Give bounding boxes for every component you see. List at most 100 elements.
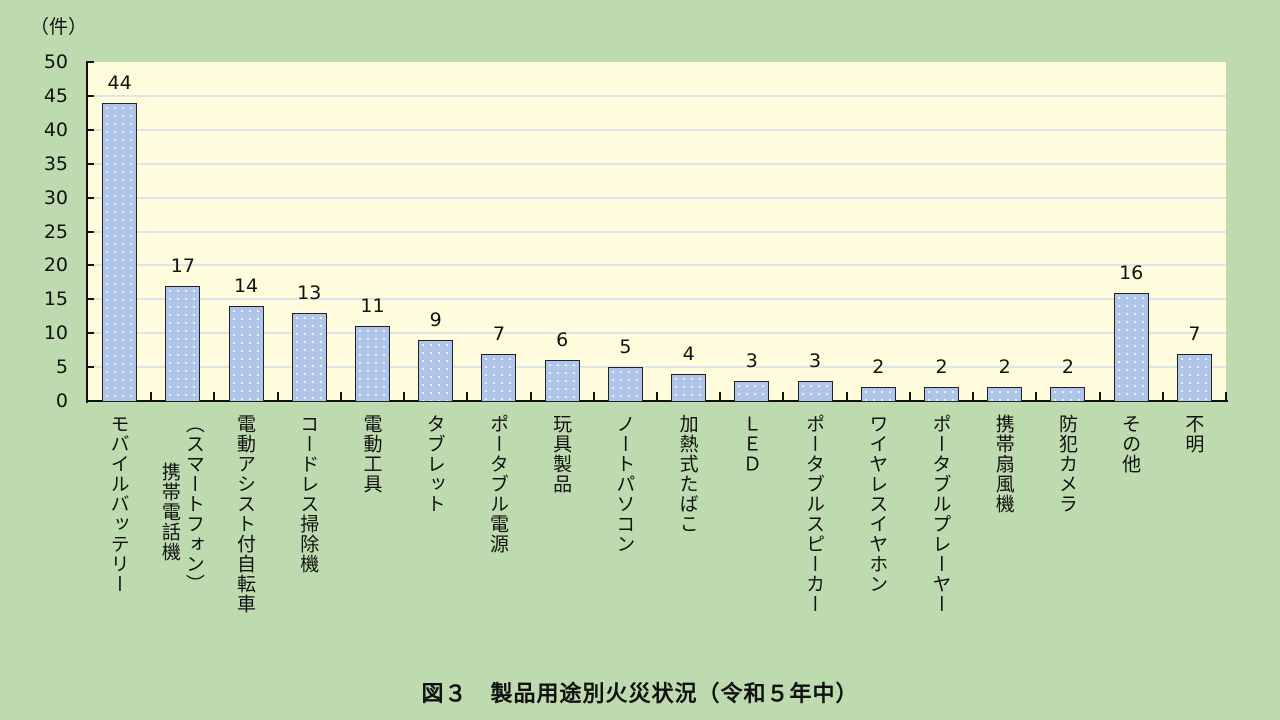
- bar-value-label: 14: [233, 275, 259, 298]
- bar-value-label: 2: [872, 356, 885, 379]
- category-label: 不明: [1182, 414, 1205, 454]
- y-tick-label: 5: [55, 356, 68, 379]
- y-axis-unit-label: （件）: [30, 16, 88, 38]
- y-tick-label: 40: [43, 118, 68, 141]
- x-tick: [592, 392, 595, 400]
- plot-area: [88, 62, 1226, 401]
- x-tick: [466, 392, 469, 400]
- gridline: [88, 298, 1226, 301]
- bar-value-label: 2: [1061, 356, 1074, 379]
- bar: [544, 360, 580, 402]
- y-tick: [86, 162, 94, 165]
- category-label: ワイヤレスイヤホン: [866, 414, 889, 594]
- category-label: タブレット: [423, 414, 446, 514]
- category-label: 電動アシスト付自転車: [234, 414, 257, 614]
- y-tick-label: 45: [43, 84, 68, 107]
- category-label: 携帯電話機: [158, 462, 181, 562]
- y-tick-label: 25: [43, 220, 68, 243]
- bar-value-label: 7: [1188, 322, 1201, 345]
- gridline: [88, 230, 1226, 233]
- bar: [987, 387, 1023, 402]
- y-tick: [86, 196, 94, 199]
- category-label: 防犯カメラ: [1055, 414, 1078, 514]
- y-tick-label: 20: [43, 254, 68, 277]
- gridline: [88, 94, 1226, 97]
- category-label: （スマートフォン）: [182, 414, 205, 594]
- y-tick: [86, 61, 94, 63]
- category-label: ポータブル電源: [486, 414, 509, 554]
- bar-value-label: 4: [682, 342, 695, 365]
- x-tick: [719, 392, 722, 400]
- category-label: 玩具製品: [550, 414, 573, 494]
- x-tick: [1035, 392, 1038, 400]
- bar-value-label: 5: [619, 336, 632, 359]
- bar-value-label: 2: [998, 356, 1011, 379]
- y-tick: [86, 366, 94, 369]
- bar-value-label: 9: [429, 308, 442, 331]
- y-tick: [86, 264, 94, 267]
- bar: [607, 367, 643, 402]
- bar-value-label: 13: [297, 281, 322, 304]
- x-tick: [403, 392, 406, 400]
- category-label: 電動工具: [360, 414, 383, 494]
- category-label: ポータブルプレーヤー: [929, 414, 952, 614]
- bar-value-label: 17: [170, 254, 195, 277]
- y-tick: [86, 128, 94, 131]
- category-label: ＬＥＤ: [739, 414, 762, 474]
- x-tick: [656, 392, 658, 400]
- bar: [1176, 353, 1212, 402]
- category-label: その他: [1119, 414, 1142, 474]
- gridline: [88, 196, 1226, 199]
- bar: [671, 373, 707, 402]
- y-tick-label: 35: [43, 152, 68, 175]
- category-label: コードレス掃除機: [297, 414, 320, 574]
- y-tick-label: 15: [43, 288, 68, 311]
- x-tick: [1225, 392, 1227, 400]
- x-axis-line: [86, 400, 1228, 402]
- chart-title: 図３ 製品用途別火災状況（令和５年中）: [421, 682, 859, 707]
- bar: [1113, 292, 1149, 402]
- bar: [228, 306, 264, 402]
- bar-value-label: 16: [1119, 261, 1144, 284]
- bar: [291, 312, 327, 402]
- bar: [481, 353, 517, 402]
- gridline: [88, 128, 1226, 131]
- category-label: 携帯扇風機: [992, 414, 1015, 514]
- bar: [860, 387, 896, 402]
- bar: [734, 380, 770, 402]
- gridline: [88, 162, 1226, 165]
- bar-value-label: 6: [556, 329, 569, 352]
- x-tick: [908, 392, 911, 400]
- bar: [924, 387, 959, 402]
- bar-value-label: 3: [745, 349, 758, 372]
- bar-value-label: 44: [107, 71, 132, 94]
- gridline: [88, 366, 1226, 369]
- bar-value-label: 7: [492, 322, 505, 345]
- category-label: 加熱式たばこ: [676, 414, 699, 534]
- x-tick: [845, 392, 848, 400]
- y-axis-line: [86, 62, 88, 403]
- y-tick-label: 50: [43, 51, 68, 73]
- y-tick: [86, 332, 94, 335]
- y-tick-label: 10: [43, 322, 68, 345]
- x-tick: [1098, 392, 1101, 400]
- bar-value-label: 11: [360, 295, 385, 318]
- bar: [797, 380, 833, 402]
- category-label: ノートパソコン: [613, 414, 636, 554]
- x-tick: [1161, 392, 1164, 400]
- x-tick: [150, 392, 153, 400]
- y-tick: [86, 298, 94, 301]
- x-tick: [213, 392, 216, 400]
- y-tick: [86, 94, 94, 97]
- x-tick: [339, 392, 342, 400]
- bar: [102, 102, 138, 402]
- bar-value-label: 2: [935, 356, 948, 379]
- y-tick: [86, 230, 94, 233]
- bar: [1050, 387, 1086, 402]
- y-tick-label: 0: [55, 390, 68, 412]
- category-label: ポータブルスピーカー: [803, 414, 826, 614]
- gridline: [88, 332, 1226, 335]
- category-label: モバイルバッテリー: [107, 414, 130, 594]
- x-tick: [529, 392, 532, 400]
- gridline: [88, 264, 1226, 267]
